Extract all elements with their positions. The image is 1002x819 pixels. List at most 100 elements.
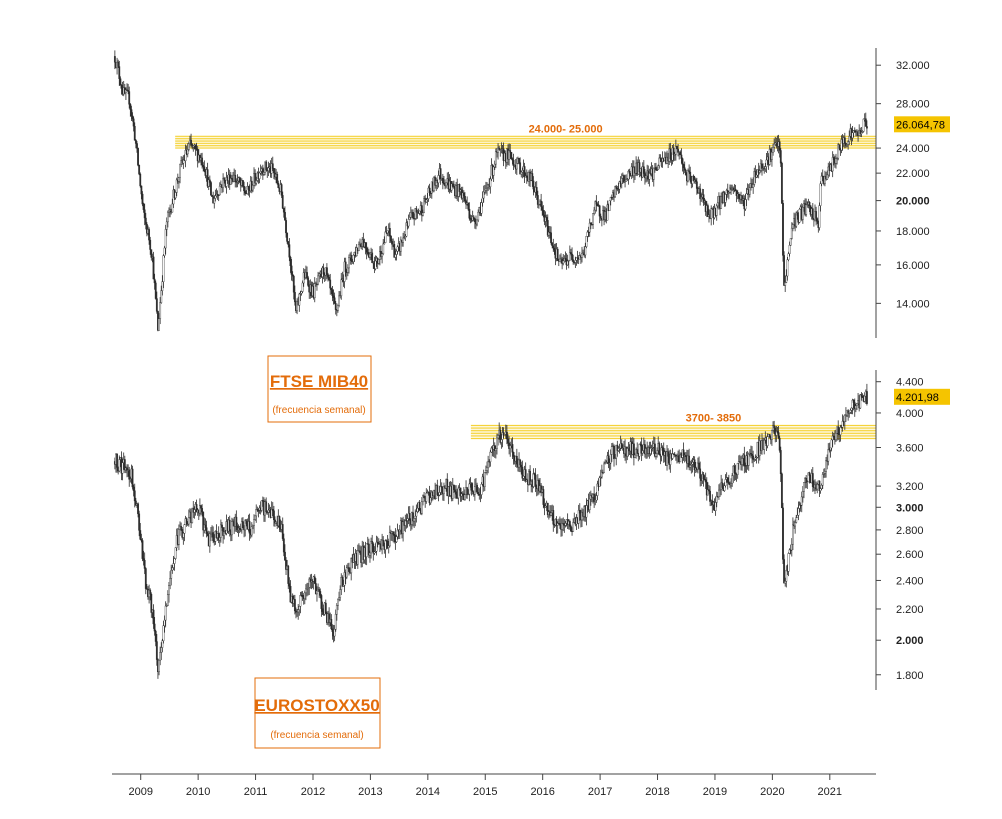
ftse-candle-body (674, 146, 677, 155)
eurostoxx-candle-body (170, 570, 173, 579)
eurostoxx-candle-body (165, 605, 168, 607)
eurostoxx-candle-body (235, 516, 238, 527)
eurostoxx-candle-body (797, 508, 800, 516)
eurostoxx-candle-body (699, 468, 702, 479)
ftse-candle-body (779, 150, 782, 164)
eurostoxx-candle-body (314, 583, 317, 595)
ftse-candle-body (586, 231, 589, 237)
x-tick-label: 2020 (760, 786, 784, 798)
eurostoxx-candle-body (140, 539, 143, 541)
ftse-candle-body (423, 198, 425, 213)
ftse-candle-body (538, 203, 540, 206)
eurostoxx-candle-body (736, 463, 739, 475)
ftse-candle-body (364, 242, 367, 249)
eurostoxx-candle-body (222, 527, 224, 536)
eurostoxx-candle-body (821, 474, 824, 486)
eurostoxx-candle-body (688, 455, 691, 468)
eurostoxx-candle-body (641, 450, 644, 454)
eurostoxx-candle-body (185, 518, 188, 524)
ftse-candle-body (682, 164, 685, 168)
ftse-candle-body (166, 211, 169, 223)
ftse-candle-body (381, 253, 384, 257)
eurostoxx-candle-body (866, 391, 868, 404)
ftse-candle-body (801, 207, 804, 220)
eurostoxx-candle-body (832, 435, 835, 438)
eurostoxx-candle-body (254, 515, 257, 520)
ftse-candle-body (128, 91, 131, 105)
eurostoxx-candle-body (359, 550, 361, 554)
ftse-candle-body (144, 217, 147, 225)
eurostoxx-y-ticks: 4.400 4.000 3.600 3.200 3.000 2.800 2.600 2.400… (876, 377, 924, 682)
eurostoxx-candle-body (467, 493, 470, 496)
eurostoxx-candle-body (660, 447, 663, 457)
eurostoxx-candle-body (133, 490, 136, 502)
eurostoxx-candle-body (792, 524, 794, 545)
eurostoxx-candle-body (369, 552, 371, 556)
ftse-candle-body (365, 248, 368, 253)
eurostoxx-candle-body (422, 495, 424, 502)
ftse-candle-body (298, 293, 301, 306)
eurostoxx-candle-body (552, 510, 555, 525)
eurostoxx-candle-body (306, 588, 308, 590)
eurostoxx-candle-body (270, 509, 273, 518)
ftse-candle-body (511, 158, 514, 161)
ftse-candle-body (207, 179, 210, 187)
ftse-candle-body (202, 164, 205, 167)
ftse-candle-body (254, 173, 257, 184)
eurostoxx-candle-body (476, 484, 478, 493)
ftse-candle-body (556, 248, 559, 261)
eurostoxx-candle-body (436, 485, 439, 495)
ftse-candle-body (684, 170, 687, 175)
eurostoxx-candle-body (454, 489, 456, 492)
eurostoxx-candle-body (578, 510, 581, 514)
ftse-candle-body (171, 203, 174, 213)
ftse-candle-body (700, 197, 703, 199)
ftse-candle-body (396, 246, 399, 252)
eurostoxx-candle-body (731, 475, 734, 484)
eurostoxx-candle-body (743, 454, 746, 466)
eurostoxx-candle-body (356, 550, 359, 565)
ftse-candle-body (679, 151, 682, 156)
ftse-candle-body (592, 213, 594, 225)
eurostoxx-title-box: EUROSTOXX50 (frecuencia semanal) (254, 677, 381, 749)
eurostoxx-candle-body (779, 450, 782, 475)
eurostoxx-candle-body (305, 588, 307, 594)
eurostoxx-candle-body (708, 489, 710, 492)
ftse-candle-body (425, 199, 428, 203)
x-tick-label: 2010 (186, 786, 210, 798)
eurostoxx-candle-body (221, 524, 223, 528)
ftse-candle-body (531, 173, 534, 182)
ftse-candle-body (774, 142, 777, 145)
eurostoxx-last-value-label: 4.201,98 (896, 392, 939, 404)
eurostoxx-candle-body (318, 589, 321, 592)
eurostoxx-candle-body (570, 526, 572, 532)
eurostoxx-candle-body (502, 432, 505, 436)
ftse-candle-body (755, 174, 758, 178)
ftse-candle-body (473, 218, 476, 223)
eurostoxx-candle-body (191, 507, 194, 523)
ftse-candle-body (162, 255, 165, 282)
eurostoxx-candle-body (653, 443, 656, 457)
eurostoxx-candle-body (585, 505, 588, 518)
ftse-candle-body (131, 115, 134, 120)
ftse-candle-body (851, 132, 854, 139)
ftse-candle-body (302, 272, 305, 284)
ftse-candle-body (468, 208, 471, 219)
eurostoxx-y-tick-label: 3.000 (896, 502, 924, 514)
eurostoxx-candle-body (550, 512, 552, 516)
ftse-mib-panel: 24.000- 25.000 32.000 28.000 24.000 22.000 2… (113, 48, 950, 423)
ftse-candle-body (139, 173, 142, 187)
eurostoxx-candle-body (371, 541, 374, 545)
ftse-candle-body (826, 174, 829, 180)
eurostoxx-candle-body (160, 647, 163, 653)
x-tick-label: 2015 (473, 786, 497, 798)
ftse-candle-body (784, 282, 787, 286)
eurostoxx-candle-body (172, 563, 175, 568)
eurostoxx-candle-body (831, 435, 834, 441)
ftse-candle-body (782, 203, 784, 256)
ftse-candle-body (259, 171, 262, 174)
eurostoxx-candle-body (783, 559, 785, 584)
eurostoxx-candle-body (714, 502, 717, 511)
ftse-candle-body (481, 197, 484, 203)
eurostoxx-candle-body (577, 510, 580, 524)
